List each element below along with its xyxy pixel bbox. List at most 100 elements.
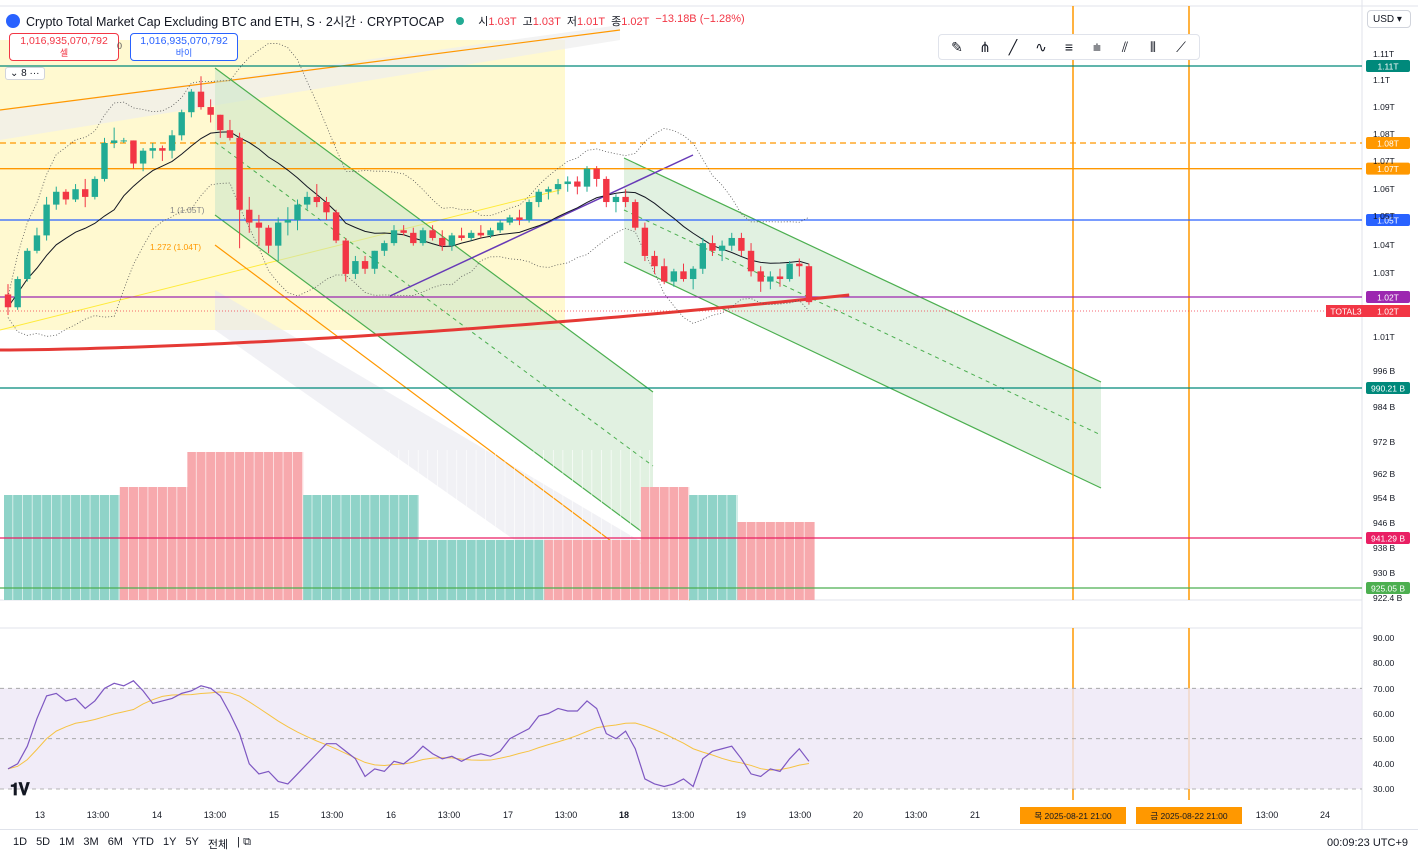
range-5Y[interactable]: 5Y [185,836,199,848]
gann-icon[interactable]: ⦀ [1149,38,1157,55]
candle-82 [796,258,803,277]
candle-10 [101,137,108,182]
level-label-2: 1.07T [1366,162,1410,175]
candle-50 [487,227,494,238]
price-tick-0: 1.11T [1373,49,1394,59]
volume-bar-8 [737,522,815,600]
volume-bar-7 [689,495,738,600]
green-channel-1-bottom [214,214,654,541]
candle-5 [53,186,60,210]
fib-channel-icon[interactable]: ⩧ [1092,38,1102,55]
level-label-7: 925.05 B [1366,582,1410,594]
tradingview-logo: 𝟏𝐕 [10,780,30,799]
x-tick-6: 16 [386,810,396,820]
candle-81 [786,261,793,282]
range-1M[interactable]: 1M [59,836,75,848]
price-tick-10: 996 B [1373,366,1396,376]
chart-canvas[interactable]: 1.11T 1.08T 1.07T 1.05T 1.02T 990.21 B 941.29 … [0,0,1418,829]
price-tick-16: 938 B [1373,543,1396,553]
last-price-tag [1366,305,1410,317]
calendar-icon[interactable]: | ⧉ [237,836,251,848]
candle-71 [689,266,697,290]
candle-45 [439,230,446,251]
symbol-title[interactable]: Crypto Total Market Cap Excluding BTC an… [26,15,445,29]
pitchfork-icon[interactable]: ⋔ [979,38,991,55]
candle-28 [275,217,282,262]
candle-67 [651,250,658,274]
candle-13 [130,140,137,169]
level-label-6: 941.29 B [1366,532,1410,544]
volume-bar-6 [640,487,690,600]
candle-39 [381,240,388,256]
volume-bar-0 [4,495,120,600]
candle-65 [632,199,639,231]
candle-27 [265,225,272,254]
candle-3 [33,227,41,254]
indicator-toggle[interactable]: ⌄ 8 ··· [5,67,45,80]
level-label-text-3: 1.05T [1377,216,1399,226]
candle-12 [120,137,127,144]
range-전체[interactable]: 전체 [207,839,229,851]
cryptocap-logo-icon [6,13,20,28]
candle-19 [188,89,195,118]
candle-52 [506,214,513,226]
date-marker-0: 목 2025-08-21 21:00 [1020,807,1126,824]
candle-42 [410,227,417,246]
sell-button[interactable]: 1,016,935,070,792 셀 [9,33,119,61]
x-tick-12: 19 [736,810,746,820]
fan-icon[interactable]: ⟋ [1176,38,1186,55]
candle-46 [448,232,456,251]
rsi-tick-3: 60.00 [1373,709,1395,719]
date-marker-1: 금 2025-08-22 21:00 [1136,807,1242,824]
candle-55 [535,189,542,208]
rsi-tick-1: 80.00 [1373,658,1395,668]
line-icon[interactable]: ╱ [1008,38,1018,55]
range-5D[interactable]: 5D [36,836,51,848]
price-tick-4: 1.07T [1373,156,1395,166]
volume-bar-1 [119,487,188,600]
x-tick-9: 13:00 [555,810,578,820]
candle-32 [313,184,320,208]
range-1Y[interactable]: 1Y [162,836,177,848]
currency-selector[interactable]: USD ▾ [1367,10,1411,28]
fib-icon[interactable]: ≡ [1064,39,1074,55]
candle-2 [24,248,31,282]
range-6M[interactable]: 6M [107,836,123,848]
parallel-icon[interactable]: ⫽ [1121,38,1129,55]
grey-down-channel [215,290,740,600]
price-tick-2: 1.09T [1373,102,1395,112]
x-tick-0: 13 [35,810,45,820]
x-tick-16: 21 [970,810,980,820]
candle-9 [91,176,99,200]
curve-icon[interactable]: ∿ [1035,38,1047,55]
x-tick-7: 13:00 [438,810,461,820]
x-tick-3: 13:00 [204,810,227,820]
candle-33 [323,196,330,221]
candle-53 [516,209,523,226]
volume-bar-3 [303,495,419,600]
candle-80 [776,268,784,287]
candle-61 [593,166,600,187]
buy-button[interactable]: 1,016,935,070,792 바이 [130,33,238,61]
brush-icon[interactable]: ✎ [951,38,963,55]
price-tick-17: 930 B [1373,568,1396,578]
candle-66 [641,222,649,262]
candle-11 [110,127,118,149]
price-tick-6: 1.05T [1373,211,1395,221]
x-tick-19: 13:00 [1256,810,1279,820]
x-tick-13: 13:00 [789,810,812,820]
chart-header: Crypto Total Market Cap Excluding BTC an… [6,11,745,30]
candle-29 [284,207,292,236]
bb-middle [7,131,810,308]
range-YTD[interactable]: YTD [131,836,154,848]
range-1D[interactable]: 1D [13,836,28,848]
green-channel-2-top [623,157,1102,383]
x-tick-5: 13:00 [321,810,344,820]
price-tick-13: 962 B [1373,469,1396,479]
candle-62 [603,176,610,208]
drawing-toolbar: ✎ ⋔ ╱ ∿ ≡ ⩧ ⫽ ⦀ ⟋ [938,34,1200,60]
candle-38 [371,250,378,274]
date-marker-text-1: 금 2025-08-22 21:00 [1150,811,1228,821]
candle-35 [342,237,349,282]
range-3M[interactable]: 3M [83,836,99,848]
